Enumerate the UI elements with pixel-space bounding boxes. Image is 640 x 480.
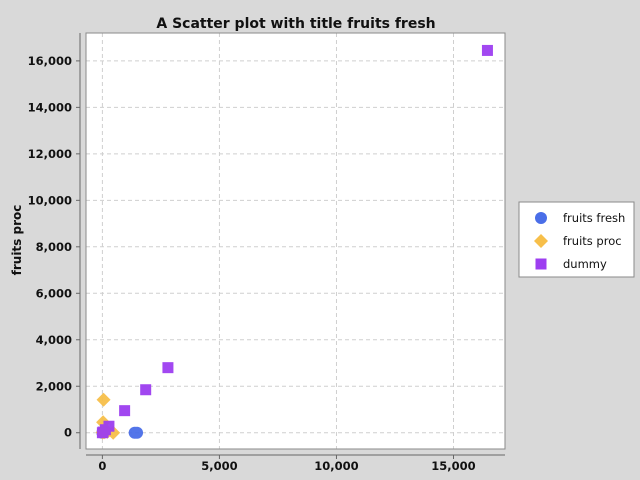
legend-marker-circle: [535, 212, 547, 224]
y-tick-label: 6,000: [36, 286, 72, 300]
data-point: [481, 44, 493, 56]
legend-label: dummy: [563, 257, 607, 271]
y-tick-label: 12,000: [28, 147, 72, 161]
y-tick-label: 14,000: [28, 100, 72, 114]
y-tick-label: 8,000: [36, 240, 72, 254]
grid: [86, 33, 505, 449]
ticks: 0 2,000 4,000 6,000 8,000 10,000 12,000 14,000 1…: [28, 54, 476, 473]
data-points: [95, 44, 493, 440]
data-point: [119, 405, 131, 417]
y-tick-label: 0: [64, 426, 72, 440]
series-dummy: [96, 44, 493, 439]
legend-marker-diamond: [534, 234, 548, 248]
x-tick-label: 0: [98, 459, 106, 473]
data-point: [162, 362, 174, 374]
y-tick-label: 16,000: [28, 54, 72, 68]
axes: [79, 33, 505, 456]
plot-border: [85, 32, 506, 450]
chart-title: A Scatter plot with title fruits fresh: [156, 16, 435, 32]
x-tick-label: 5,000: [201, 459, 237, 473]
y-tick-label: 2,000: [36, 379, 72, 393]
x-tick-label: 15,000: [431, 459, 475, 473]
y-tick-label: 10,000: [28, 193, 72, 207]
legend-label: fruits proc: [563, 234, 622, 248]
legend: fruits fresh fruits proc dummy: [518, 201, 635, 278]
data-point: [131, 426, 144, 439]
data-point: [96, 392, 111, 407]
plot-area: [86, 33, 505, 449]
y-axis-label: fruits proc: [10, 205, 24, 276]
data-point: [140, 384, 152, 396]
legend-marker-square: [535, 258, 547, 270]
data-point: [96, 427, 108, 439]
y-tick-label: 4,000: [36, 333, 72, 347]
x-tick-label: 10,000: [314, 459, 358, 473]
legend-label: fruits fresh: [563, 211, 625, 225]
